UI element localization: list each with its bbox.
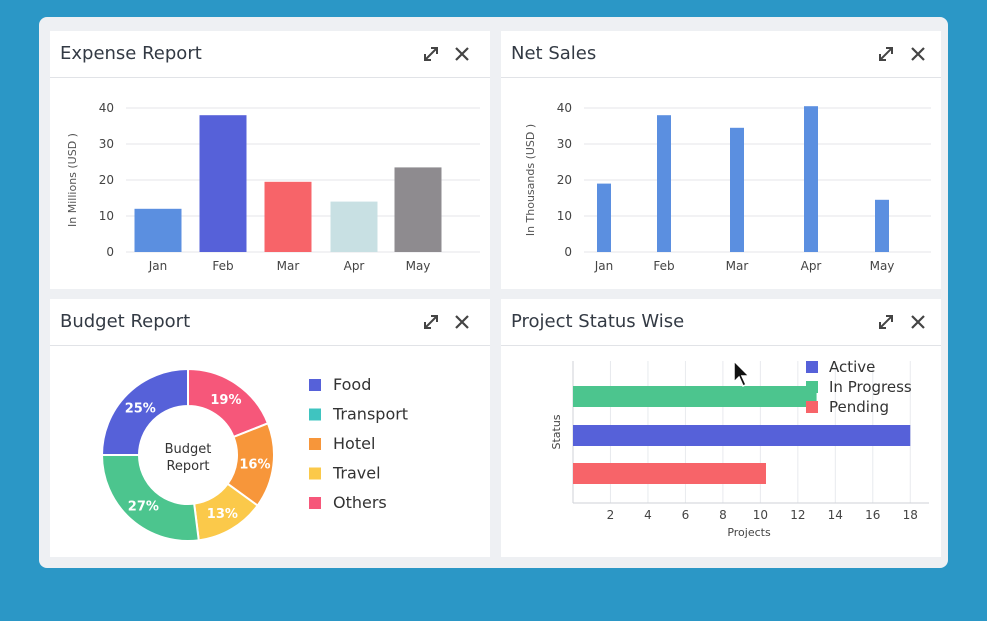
x-tick-label: 6 — [682, 508, 690, 522]
close-icon[interactable] — [909, 45, 927, 63]
legend-swatch — [309, 408, 321, 421]
x-axis-label: Projects — [727, 526, 771, 539]
x-tick-label: 18 — [903, 508, 918, 522]
x-tick-label: Feb — [653, 259, 674, 273]
x-tick-label: 4 — [644, 508, 652, 522]
slice-label: 19% — [210, 393, 241, 408]
panel-title: Expense Report — [60, 43, 202, 64]
y-tick-label: 0 — [564, 245, 572, 259]
legend-label: Hotel — [333, 434, 375, 453]
expense-bar-chart: 0 10 20 30 40 In Millions (USD ) Jan Feb Mar Apr M… — [66, 101, 480, 273]
x-tick-label: 2 — [607, 508, 615, 522]
panel-title: Net Sales — [511, 43, 597, 64]
x-tick-label: 14 — [828, 508, 843, 522]
y-tick-label: 20 — [99, 173, 114, 187]
x-tick-label: Jan — [148, 259, 168, 273]
legend-swatch — [309, 467, 321, 480]
y-tick-label: 30 — [99, 137, 114, 151]
bar-jan — [597, 183, 611, 252]
slice-label: 27% — [128, 500, 159, 515]
slice-label: 25% — [125, 401, 156, 416]
legend-swatch — [806, 361, 818, 373]
expand-icon[interactable] — [877, 45, 895, 63]
bar-apr — [804, 106, 818, 252]
y-axis-label: In Thousands (USD ) — [524, 124, 537, 236]
bar-jan — [134, 208, 182, 252]
legend-swatch — [806, 401, 818, 413]
y-axis-label: In Millions (USD ) — [66, 133, 79, 227]
expand-icon[interactable] — [877, 313, 895, 331]
bar-may — [875, 199, 889, 252]
net-sales-bar-chart: 0 10 20 30 40 In Thousands (USD ) Jan Feb Mar Apr… — [524, 101, 931, 273]
legend-label: In Progress — [829, 378, 912, 396]
expand-icon[interactable] — [422, 313, 440, 331]
expand-icon[interactable] — [422, 45, 440, 63]
bar-may — [394, 167, 442, 252]
bar-active — [573, 425, 911, 446]
close-icon[interactable] — [909, 313, 927, 331]
close-icon[interactable] — [453, 45, 471, 63]
bar-feb — [657, 115, 671, 252]
legend-swatch — [309, 497, 321, 509]
legend-label: Active — [829, 358, 875, 376]
panel-header: Project Status Wise — [501, 299, 941, 346]
donut-center-label: Budget — [165, 442, 212, 457]
panel-header: Expense Report — [50, 31, 490, 78]
panel-title: Budget Report — [60, 311, 191, 332]
panel-title: Project Status Wise — [511, 311, 685, 332]
x-tick-label: 8 — [719, 508, 727, 522]
y-tick-label: 40 — [99, 101, 114, 115]
x-tick-label: Jan — [594, 259, 614, 273]
legend-label: Food — [333, 375, 371, 394]
x-tick-label: 12 — [790, 508, 805, 522]
slice-label: 13% — [207, 507, 238, 522]
panel-header: Budget Report — [50, 299, 490, 346]
x-tick-label: Mar — [277, 259, 300, 273]
y-tick-label: 10 — [557, 209, 572, 223]
x-tick-label: May — [870, 259, 895, 273]
net-sales-panel: Net Sales 0 10 20 30 40 In Thousands (USD ) Ja… — [501, 31, 941, 289]
bar-feb — [199, 115, 247, 252]
x-tick-label: Apr — [344, 259, 365, 273]
legend-swatch — [806, 381, 818, 393]
y-tick-label: 40 — [557, 101, 572, 115]
x-tick-label: 16 — [865, 508, 880, 522]
bar-in-progress — [573, 386, 817, 407]
dashboard: Expense Report 0 10 20 30 40 In Millions (USD… — [39, 17, 948, 568]
bar-mar — [730, 127, 744, 252]
x-tick-label: May — [406, 259, 431, 273]
x-tick-label: 10 — [753, 508, 768, 522]
budget-report-panel: Budget Report 19% 16% 13% 27% 25% Budget Repor… — [50, 299, 490, 557]
legend-label: Travel — [332, 464, 381, 483]
project-status-panel: Project Status Wise 2 4 6 8 10 12 14 16 18 Projec… — [501, 299, 941, 557]
bar-apr — [330, 201, 378, 252]
y-axis-label: Status — [550, 414, 563, 449]
x-tick-label: Apr — [801, 259, 822, 273]
budget-donut-chart: 19% 16% 13% 27% 25% Budget Report Food Transport… — [100, 367, 408, 542]
expense-report-panel: Expense Report 0 10 20 30 40 In Millions (USD… — [50, 31, 490, 289]
mouse-cursor-icon — [733, 360, 751, 388]
legend-swatch — [309, 379, 321, 391]
x-tick-label: Feb — [212, 259, 233, 273]
close-icon[interactable] — [453, 313, 471, 331]
legend-label: Pending — [829, 398, 889, 416]
bar-pending — [573, 463, 766, 484]
donut-center-label: Report — [166, 459, 209, 474]
y-tick-label: 0 — [106, 245, 114, 259]
x-tick-label: Mar — [726, 259, 749, 273]
panel-header: Net Sales — [501, 31, 941, 78]
project-status-bar-chart: 2 4 6 8 10 12 14 16 18 Projects Status Active In Pro… — [550, 358, 929, 539]
legend-label: Transport — [332, 405, 408, 424]
slice-label: 16% — [239, 457, 270, 472]
bar-mar — [264, 181, 312, 252]
slice-food — [100, 367, 189, 456]
legend-label: Others — [333, 493, 387, 512]
y-tick-label: 30 — [557, 137, 572, 151]
y-tick-label: 20 — [557, 173, 572, 187]
y-tick-label: 10 — [99, 209, 114, 223]
legend-swatch — [309, 438, 321, 450]
